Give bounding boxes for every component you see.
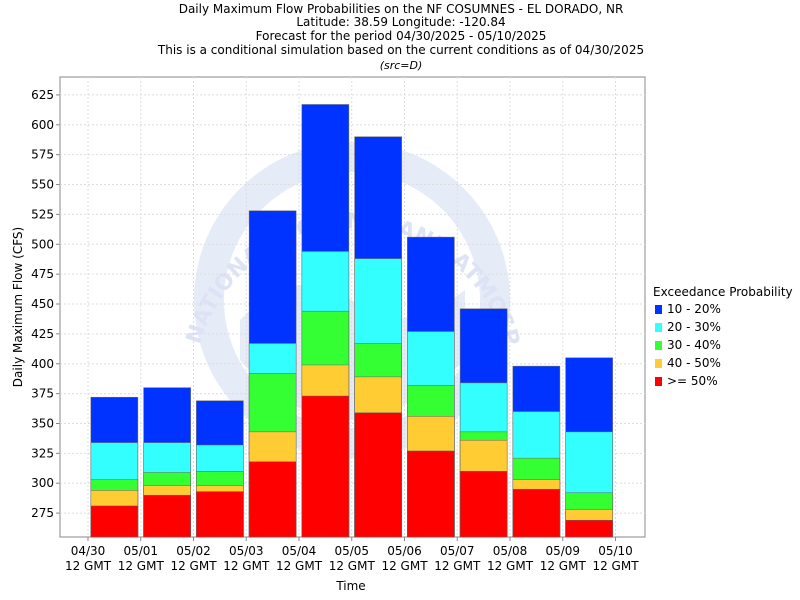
legend-swatch: [655, 341, 662, 350]
bar-segment-ge-50: [459, 471, 508, 538]
x-tick-date-label: 05/03: [229, 544, 264, 558]
stacked-bar: [90, 396, 139, 538]
legend-label: >= 50%: [667, 374, 718, 388]
x-tick-date-label: 05/09: [545, 544, 580, 558]
bars-layer: [90, 104, 613, 538]
stacked-bar: [407, 236, 455, 538]
y-tick-label: 625: [31, 88, 54, 102]
y-tick-label: 375: [31, 387, 54, 401]
legend-swatch: [655, 323, 662, 332]
x-tick-date-label: 05/10: [598, 544, 633, 558]
chart-subtitle-location: Latitude: 38.59 Longitude: -120.84: [296, 15, 505, 29]
legend-label: 10 - 20%: [667, 302, 721, 316]
y-tick-label: 450: [31, 297, 54, 311]
stacked-bar: [565, 357, 613, 538]
x-tick-date-label: 05/02: [176, 544, 211, 558]
bar-segment-ge-50: [407, 450, 455, 538]
legend-swatch: [655, 305, 662, 314]
bar-segment-ge-50: [196, 491, 244, 538]
legend-label: 20 - 30%: [667, 320, 721, 334]
x-tick-time-label: 12 GMT: [487, 559, 534, 573]
stacked-bar: [196, 400, 244, 538]
legend-swatch: [655, 359, 662, 368]
bar-segment-ge-50: [301, 395, 350, 538]
x-tick-date-label: 05/01: [123, 544, 158, 558]
y-tick-label: 575: [31, 148, 54, 162]
x-tick-date-label: 05/04: [282, 544, 317, 558]
y-tick-label: 525: [31, 207, 54, 221]
legend-swatch: [655, 377, 662, 386]
x-tick-date-label: 05/06: [387, 544, 422, 558]
y-tick-label: 300: [31, 476, 54, 490]
stacked-bar: [248, 210, 297, 538]
bar-segment-ge-50: [90, 505, 139, 538]
chart-source-note: (src=D): [380, 59, 423, 72]
x-tick-date-label: 04/30: [71, 544, 106, 558]
x-tick-date-label: 05/08: [493, 544, 528, 558]
chart-subtitle-conditions: This is a conditional simulation based o…: [157, 43, 644, 57]
y-tick-label: 325: [31, 446, 54, 460]
y-tick-label: 275: [31, 506, 54, 520]
x-tick-time-label: 12 GMT: [65, 559, 112, 573]
bar-segment-ge-50: [512, 488, 561, 538]
x-tick-time-label: 12 GMT: [118, 559, 165, 573]
y-tick-label: 425: [31, 327, 54, 341]
legend-title: Exceedance Probability: [653, 285, 793, 299]
stacked-bar: [301, 104, 350, 538]
legend-label: 30 - 40%: [667, 338, 721, 352]
y-tick-label: 600: [31, 118, 54, 132]
y-axis-label: Daily Maximum Flow (CFS): [11, 227, 25, 387]
x-tick-time-label: 12 GMT: [434, 559, 481, 573]
stacked-bar: [354, 136, 402, 538]
chart-title: Daily Maximum Flow Probabilities on the …: [179, 2, 624, 16]
bar-segment-ge-50: [354, 412, 402, 538]
x-tick-time-label: 12 GMT: [223, 559, 270, 573]
y-tick-label: 550: [31, 178, 54, 192]
x-tick-date-label: 05/07: [440, 544, 475, 558]
bar-segment-ge-50: [248, 461, 297, 538]
chart-subtitle-period: Forecast for the period 04/30/2025 - 05/…: [256, 29, 547, 43]
stacked-bar: [512, 365, 561, 538]
x-tick-date-label: 05/05: [334, 544, 369, 558]
y-tick-label: 500: [31, 237, 54, 251]
legend-items: 10 - 20% 20 - 30% 30 - 40% 40 - 50% >= 50%: [655, 302, 721, 388]
x-tick-time-label: 12 GMT: [170, 559, 217, 573]
x-axis-label: Time: [335, 579, 365, 593]
bar-segment-ge-50: [565, 520, 613, 538]
x-tick-time-label: 12 GMT: [540, 559, 587, 573]
x-tick-time-label: 12 GMT: [592, 559, 639, 573]
y-tick-label: 400: [31, 357, 54, 371]
y-axis-ticks: 275 300 325 350 375 400 425 450 475 500 525 550 575 6…: [31, 88, 60, 520]
legend: Exceedance Probability 10 - 20% 20 - 30% 3…: [653, 285, 793, 388]
stacked-bar: [143, 387, 191, 538]
stacked-bar: [459, 308, 508, 538]
bar-segment-ge-50: [143, 494, 191, 538]
y-tick-label: 350: [31, 416, 54, 430]
x-tick-time-label: 12 GMT: [381, 559, 428, 573]
x-tick-time-label: 12 GMT: [276, 559, 323, 573]
legend-label: 40 - 50%: [667, 356, 721, 370]
x-tick-time-label: 12 GMT: [329, 559, 376, 573]
y-tick-label: 475: [31, 267, 54, 281]
